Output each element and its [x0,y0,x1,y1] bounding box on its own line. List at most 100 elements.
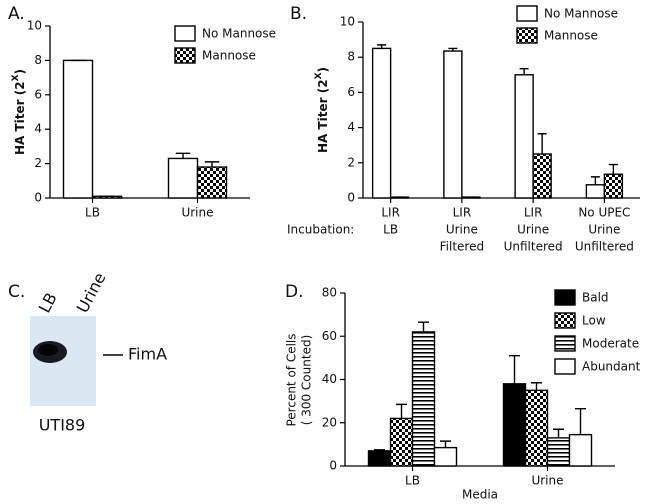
x-tick-label: Urine [531,474,563,488]
y-tick-label: 6 [34,87,42,101]
legend-label: Mannose [202,49,256,63]
x-tick-label: Urine [446,223,478,237]
y-axis-label-part: X [314,72,324,79]
legend-label: No Mannose [202,27,276,41]
x-tick-label: LIR [381,206,400,220]
x-tick-label: LIR [453,206,472,220]
x-tick-label: LB [85,206,100,220]
bar [433,446,458,467]
bar [546,437,571,467]
bar [62,59,94,199]
x-tick-label: Unfiltered [504,240,563,254]
error-bar [608,163,618,175]
bar [514,74,534,199]
bar [443,50,463,199]
strain-label: UTI89 [39,416,86,435]
blot-panel: C. LB Urine FimA UTI89 [8,269,167,434]
legend-swatch [554,335,576,352]
y-tick-label: 10 [27,19,42,33]
legend-swatch [174,47,196,64]
x-tick-label: LIR [524,206,543,220]
legend-label: Abundant [582,360,641,374]
error-bar [553,428,564,438]
bar [411,331,436,467]
x-tick-label: Urine [181,206,213,220]
error-bar [448,47,458,52]
legend-label: Mannose [544,29,598,43]
bar [603,173,624,199]
panel-label: B. [290,4,307,24]
bar [532,153,552,199]
bar [371,47,392,199]
blot-image [30,316,96,406]
y-axis-label-part: HA Titer (2 [13,81,27,155]
x-row-label: Incubation: [287,223,354,237]
y-axis-label-part: X [11,74,21,81]
bar [585,184,606,199]
y-tick-label: 0 [347,191,355,205]
x-tick-label: No UPEC [578,206,630,220]
legend-label: Bald [582,291,609,305]
y-axis-label: Percent of Cells [285,333,299,426]
y-tick-label: 40 [322,372,337,386]
x-tick-label: LB [405,474,420,488]
x-tick-label: Urine [517,223,549,237]
error-bar [575,407,586,435]
legend-swatch [516,27,538,44]
x-tick-label: Unfiltered [575,240,634,254]
error-bar [418,321,429,332]
legend-swatch [554,289,576,306]
error-bar [537,133,547,154]
y-tick-label: 10 [340,15,355,29]
blot-band-core [38,344,58,356]
y-tick-label: 4 [347,120,355,134]
bar [502,383,527,467]
y-axis-label: ( 300 Counted) [300,335,314,426]
x-tick-label: Urine [588,223,620,237]
bar [524,389,549,467]
bar [389,417,414,467]
error-bar [509,355,520,384]
y-tick-label: 4 [34,122,42,136]
y-axis-label-part: ) [13,69,27,74]
y-tick-label: 0 [329,459,337,473]
bar [568,433,593,467]
panel-label: D. [285,282,304,302]
x-tick-label: Filtered [440,240,484,254]
y-axis-label: HA Titer (2X) [314,67,330,153]
y-tick-label: 8 [34,53,42,67]
legend-label: Moderate [582,337,639,351]
lane-label: LB [35,290,61,316]
error-bar [440,440,451,448]
panel-label: C. [8,282,25,302]
x-tick-label: LB [383,223,398,237]
error-bar [590,176,600,185]
y-axis-label-part: ) [316,67,330,72]
y-tick-label: 2 [347,155,355,169]
panel-label: A. [8,4,25,24]
legend-swatch [174,25,196,42]
error-bar [396,403,407,419]
bar [367,450,392,467]
error-bar [377,44,387,49]
y-tick-label: 6 [347,85,355,99]
x-axis-label: Media [462,488,498,502]
y-tick-label: 80 [322,286,337,300]
error-bar [531,382,542,391]
legend-label: No Mannose [544,7,618,21]
legend-label: Low [582,314,606,328]
y-tick-label: 8 [347,50,355,64]
y-axis-label-part: HA Titer (2 [316,79,330,153]
error-bar [519,67,529,75]
legend-swatch [554,312,576,329]
error-bar [175,152,191,159]
y-axis-label: HA Titer (2X) [11,69,27,155]
error-bar [374,449,385,451]
bar [167,157,199,199]
error-bar [204,161,220,168]
bar [196,166,228,199]
y-tick-label: 60 [322,329,337,343]
band-label: FimA [128,345,167,364]
y-tick-label: 20 [322,415,337,429]
